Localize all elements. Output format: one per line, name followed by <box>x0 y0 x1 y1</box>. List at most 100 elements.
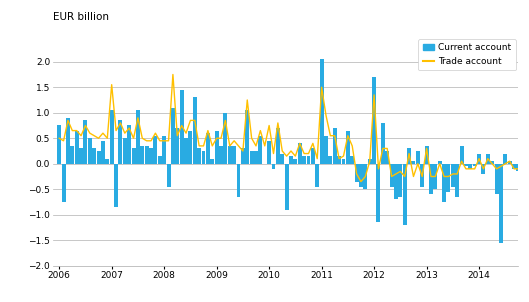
Bar <box>294 159 297 164</box>
Bar <box>276 128 280 164</box>
Bar <box>123 138 127 164</box>
Bar <box>503 153 507 164</box>
Bar <box>324 136 328 164</box>
Bar <box>337 156 341 164</box>
Bar <box>110 110 114 164</box>
Bar <box>118 120 122 164</box>
Bar <box>437 161 442 164</box>
Bar <box>412 161 415 164</box>
Bar <box>342 159 345 164</box>
Bar <box>88 138 92 164</box>
Bar <box>359 164 363 187</box>
Bar <box>232 146 236 164</box>
Bar <box>512 164 516 169</box>
Bar <box>329 156 332 164</box>
Bar <box>407 149 411 164</box>
Bar <box>311 149 315 164</box>
Bar <box>394 164 398 199</box>
Bar <box>250 151 253 164</box>
Bar <box>57 126 61 164</box>
Bar <box>171 108 175 164</box>
Bar <box>429 164 433 194</box>
Bar <box>372 77 376 164</box>
Text: EUR billion: EUR billion <box>53 12 109 22</box>
Bar <box>149 149 153 164</box>
Bar <box>416 151 420 164</box>
Bar <box>158 156 162 164</box>
Bar <box>473 164 477 166</box>
Bar <box>211 159 214 164</box>
Bar <box>495 164 498 194</box>
Bar <box>254 151 258 164</box>
Bar <box>302 156 306 164</box>
Legend: Current account, Trade account: Current account, Trade account <box>418 39 516 70</box>
Bar <box>114 164 118 207</box>
Bar <box>180 90 184 164</box>
Bar <box>398 164 402 197</box>
Bar <box>241 149 245 164</box>
Bar <box>499 164 503 243</box>
Bar <box>127 126 131 164</box>
Bar <box>202 151 205 164</box>
Bar <box>455 164 459 197</box>
Bar <box>403 164 407 225</box>
Bar <box>460 146 463 164</box>
Bar <box>79 149 83 164</box>
Bar <box>525 164 529 179</box>
Bar <box>468 164 472 169</box>
Bar <box>464 164 468 166</box>
Bar <box>132 149 135 164</box>
Bar <box>451 164 455 187</box>
Bar <box>197 149 201 164</box>
Bar <box>92 149 96 164</box>
Bar <box>481 164 486 174</box>
Bar <box>84 120 87 164</box>
Bar <box>346 130 350 164</box>
Bar <box>188 130 193 164</box>
Bar <box>350 156 354 164</box>
Bar <box>236 164 241 197</box>
Bar <box>446 164 450 192</box>
Bar <box>140 146 144 164</box>
Bar <box>105 159 110 164</box>
Bar <box>381 123 385 164</box>
Bar <box>258 136 262 164</box>
Bar <box>477 153 481 164</box>
Bar <box>145 146 149 164</box>
Bar <box>289 156 293 164</box>
Bar <box>75 130 79 164</box>
Bar <box>175 128 179 164</box>
Bar <box>298 143 302 164</box>
Bar <box>215 130 218 164</box>
Bar <box>267 141 271 164</box>
Bar <box>136 110 140 164</box>
Bar <box>390 164 394 187</box>
Bar <box>280 153 284 164</box>
Bar <box>521 164 525 169</box>
Bar <box>245 110 249 164</box>
Bar <box>184 138 188 164</box>
Bar <box>285 164 289 210</box>
Bar <box>228 146 232 164</box>
Bar <box>66 118 70 164</box>
Bar <box>315 164 319 187</box>
Bar <box>223 113 227 164</box>
Bar <box>363 164 367 189</box>
Bar <box>206 133 210 164</box>
Bar <box>162 136 166 164</box>
Bar <box>333 128 336 164</box>
Bar <box>61 164 66 202</box>
Bar <box>490 161 494 164</box>
Bar <box>516 164 521 172</box>
Bar <box>219 146 223 164</box>
Bar <box>153 136 158 164</box>
Bar <box>101 141 105 164</box>
Bar <box>442 164 446 202</box>
Bar <box>486 153 490 164</box>
Bar <box>354 164 359 182</box>
Bar <box>377 164 380 222</box>
Bar <box>320 59 324 164</box>
Bar <box>70 146 74 164</box>
Bar <box>97 151 101 164</box>
Bar <box>368 159 372 164</box>
